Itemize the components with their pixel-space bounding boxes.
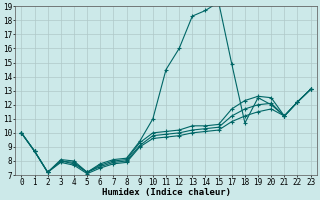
X-axis label: Humidex (Indice chaleur): Humidex (Indice chaleur) [101,188,230,197]
